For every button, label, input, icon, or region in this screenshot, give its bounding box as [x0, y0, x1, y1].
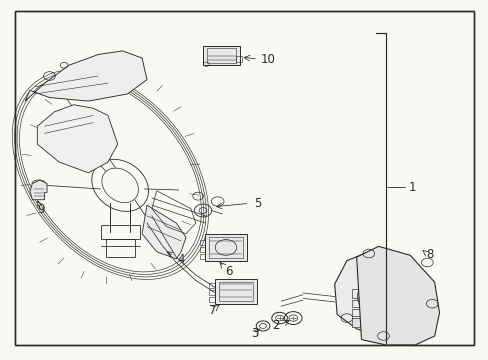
Bar: [209, 290, 215, 295]
Bar: [199, 239, 205, 244]
Bar: [105, 239, 135, 257]
Text: 8: 8: [425, 248, 432, 261]
Text: 4: 4: [177, 253, 184, 266]
Text: 5: 5: [254, 197, 261, 210]
Polygon shape: [37, 105, 118, 173]
Text: 7: 7: [209, 305, 216, 318]
Text: 10: 10: [260, 53, 275, 66]
Bar: [205, 234, 246, 261]
Text: 1: 1: [408, 181, 416, 194]
Bar: [351, 289, 380, 298]
Polygon shape: [25, 51, 147, 101]
Text: 2: 2: [272, 319, 279, 332]
Bar: [209, 297, 215, 302]
Bar: [199, 254, 205, 259]
Polygon shape: [356, 246, 439, 345]
Text: 9: 9: [37, 203, 44, 216]
Polygon shape: [142, 205, 185, 259]
Polygon shape: [30, 180, 47, 200]
Bar: [351, 300, 380, 307]
Bar: [219, 282, 252, 301]
Bar: [351, 318, 380, 327]
Bar: [101, 225, 140, 239]
Bar: [215, 279, 256, 304]
Text: 6: 6: [224, 265, 232, 278]
Bar: [199, 247, 205, 252]
Bar: [203, 45, 239, 65]
Bar: [206, 48, 235, 63]
Bar: [209, 237, 243, 258]
Bar: [351, 309, 380, 316]
Bar: [209, 283, 215, 288]
Bar: [235, 56, 241, 62]
Polygon shape: [334, 252, 429, 338]
Text: 3: 3: [250, 327, 258, 340]
